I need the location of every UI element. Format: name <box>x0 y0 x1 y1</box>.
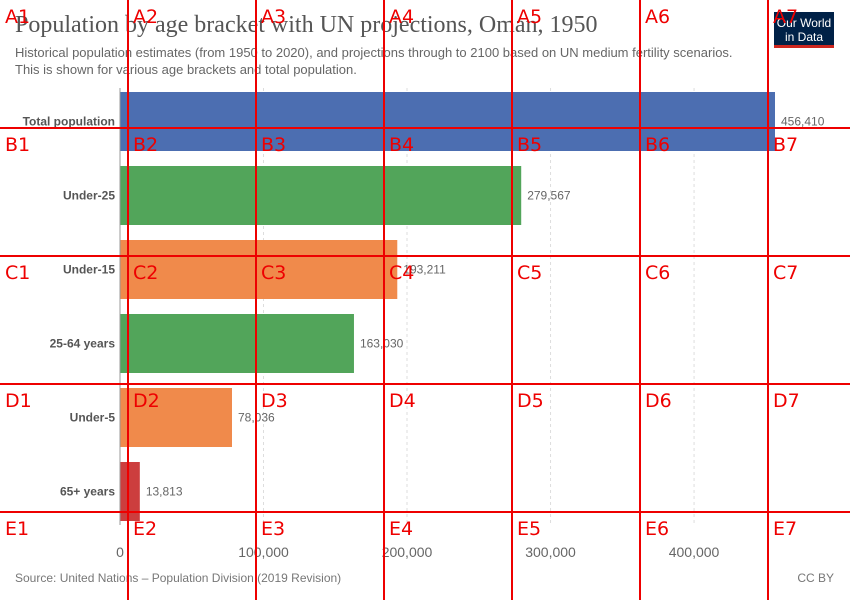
logo-accent-bar <box>774 45 834 48</box>
value-label: 456,410 <box>781 115 825 129</box>
x-tick-label: 100,000 <box>238 544 289 560</box>
value-label: 279,567 <box>527 189 571 203</box>
category-label: Under-25 <box>63 189 115 203</box>
bar <box>120 388 232 447</box>
category-label: 25-64 years <box>50 337 116 351</box>
bar <box>120 314 354 373</box>
logo-line-1: Our World <box>776 16 832 30</box>
value-label: 193,211 <box>403 263 446 277</box>
license-link[interactable]: CC BY <box>797 571 834 585</box>
value-label: 163,030 <box>360 337 404 351</box>
category-label: Under-5 <box>70 411 116 425</box>
chart-subtitle: Historical population estimates (from 19… <box>15 45 733 77</box>
x-tick-label: 0 <box>116 544 124 560</box>
value-label: 13,813 <box>146 485 183 499</box>
x-tick-label: 400,000 <box>669 544 720 560</box>
bar <box>120 92 775 151</box>
value-label: 78,036 <box>238 411 275 425</box>
category-label: Total population <box>23 115 115 129</box>
bar <box>120 240 398 299</box>
bar <box>120 166 522 225</box>
category-label: 65+ years <box>60 485 115 499</box>
x-tick-label: 200,000 <box>382 544 433 560</box>
owid-logo[interactable]: Our World in Data <box>774 12 834 48</box>
x-tick-label: 300,000 <box>525 544 576 560</box>
category-label: Under-15 <box>63 263 115 277</box>
source-note[interactable]: Source: United Nations – Population Divi… <box>15 571 342 585</box>
chart-title: Population by age bracket with UN projec… <box>15 12 598 38</box>
bar <box>120 462 140 521</box>
logo-line-2: in Data <box>784 30 824 44</box>
